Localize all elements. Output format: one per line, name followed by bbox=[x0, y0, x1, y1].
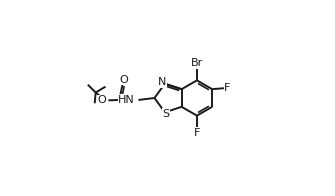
Text: O: O bbox=[98, 95, 107, 105]
Text: N: N bbox=[158, 77, 167, 87]
Text: S: S bbox=[162, 109, 170, 119]
Text: Br: Br bbox=[191, 58, 203, 68]
Text: HN: HN bbox=[118, 95, 135, 105]
Text: F: F bbox=[194, 128, 200, 138]
Text: O: O bbox=[119, 74, 128, 85]
Text: F: F bbox=[224, 83, 231, 93]
